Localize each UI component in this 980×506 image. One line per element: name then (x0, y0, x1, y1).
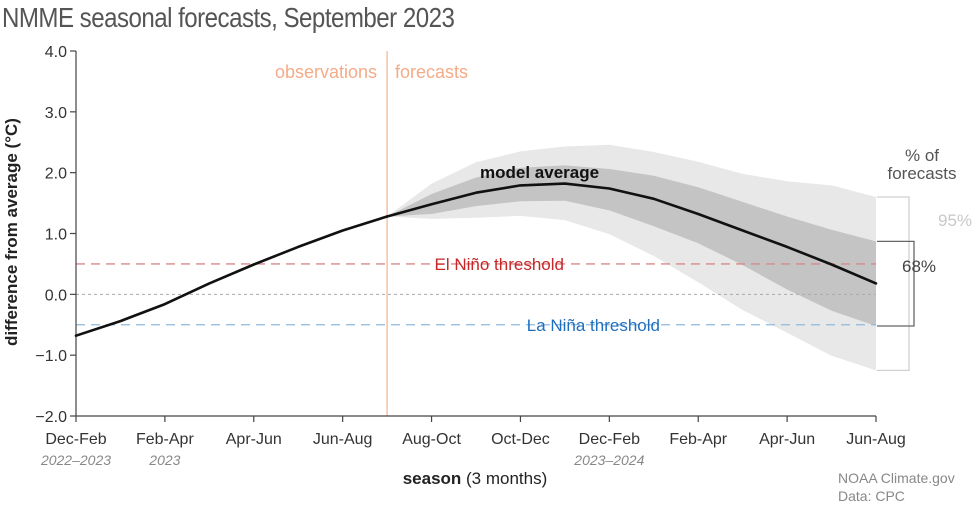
x-year-label: 2023 (148, 452, 180, 468)
x-axis-label-bold: season (403, 469, 462, 488)
chart-labels: observations forecasts model average El … (2, 62, 972, 504)
x-tick-label: Jun-Aug (313, 431, 373, 448)
y-axis-label: difference from average (°C) (2, 118, 21, 346)
x-year-label: 2022–2023 (40, 452, 111, 468)
legend-title-line2: forecasts (888, 164, 957, 183)
forecasts-label: forecasts (395, 62, 468, 82)
legend-title-line1: % of (905, 146, 939, 165)
x-tick-label: Dec-Feb (45, 431, 106, 448)
y-tick-label: −1.0 (35, 348, 67, 365)
y-tick-label: 4.0 (45, 44, 67, 61)
x-tick-label: Apr-Jun (226, 431, 282, 448)
x-tick-label: Feb-Apr (669, 431, 727, 448)
series-lines (74, 182, 878, 337)
y-tick-label: 3.0 (45, 105, 67, 122)
band-95-bracket (877, 196, 910, 372)
band-68-area (387, 165, 876, 326)
model-average-line (385, 182, 878, 285)
la-nina-label: La Niña threshold (527, 316, 660, 335)
observations-label: observations (275, 62, 377, 82)
x-tick-label: Jun-Aug (846, 431, 906, 448)
reference-lines (76, 51, 915, 416)
band-68-bracket (877, 240, 915, 327)
x-year-label: 2023–2024 (573, 452, 644, 468)
forecast-bands (387, 144, 876, 371)
x-tick-label: Feb-Apr (136, 431, 194, 448)
x-axis-label: season (3 months) (403, 469, 548, 488)
y-tick-label: −2.0 (35, 409, 67, 426)
observations-line (74, 215, 389, 337)
x-axis-label-rest: (3 months) (461, 469, 547, 488)
credit-source: NOAA Climate.gov (838, 470, 955, 486)
x-tick-label: Apr-Jun (759, 431, 815, 448)
axes: −2.0 −1.0 0.0 1.0 2.0 3.0 4.0 Dec-Feb Feb-Apr Apr… (35, 44, 905, 468)
el-nino-label: El Niño threshold (435, 255, 564, 274)
y-tick-label: 0.0 (45, 287, 67, 304)
y-tick-label: 1.0 (45, 227, 67, 244)
x-tick-label: Aug-Oct (402, 431, 461, 448)
x-tick-label: Oct-Dec (491, 431, 550, 448)
band-68-label: 68% (902, 257, 936, 276)
model-average-label: model average (480, 163, 599, 182)
x-tick-label: Dec-Feb (579, 431, 640, 448)
band-95-label: 95% (938, 211, 972, 230)
credit-data: Data: CPC (838, 488, 905, 504)
y-tick-label: 2.0 (45, 166, 67, 183)
chart-title: NMME seasonal forecasts, September 2023 (2, 2, 455, 33)
